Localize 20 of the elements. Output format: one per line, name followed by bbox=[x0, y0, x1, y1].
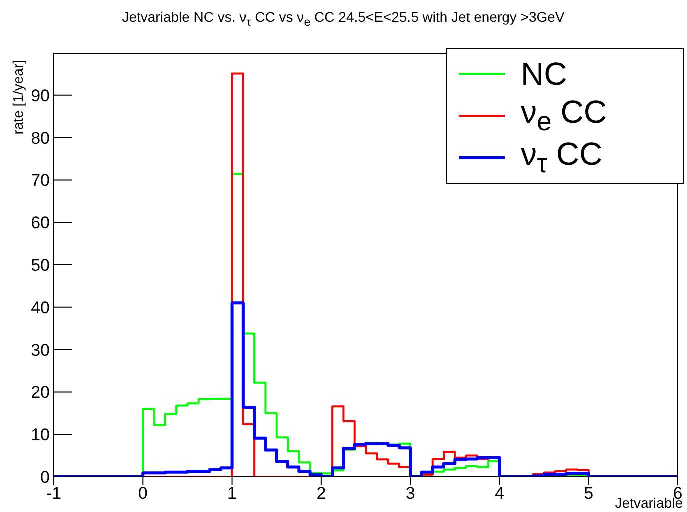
x-tick-label: 5 bbox=[584, 484, 594, 504]
x-tick-label: 2 bbox=[316, 484, 326, 504]
y-tick-label: 40 bbox=[31, 298, 50, 318]
legend-label: ν$_{τ}$ CC bbox=[521, 136, 603, 180]
legend-label: NC bbox=[521, 56, 568, 92]
y-tick-label: 80 bbox=[31, 128, 50, 148]
y-tick-label: 20 bbox=[31, 383, 50, 402]
x-tick-label: 1 bbox=[228, 484, 238, 504]
chart-title: Jetvariable NC vs. ν$_{τ}$ CC vs ν$_{e}$ CC 24.5<E<25.5 with Jet energy >3GeV bbox=[121, 9, 566, 29]
y-tick-label: 50 bbox=[31, 256, 50, 276]
y-tick-label: 10 bbox=[31, 426, 50, 445]
x-tick-label: 3 bbox=[406, 484, 416, 504]
legend-label: ν$_{e}$ CC bbox=[521, 94, 607, 138]
y-tick-label: 30 bbox=[31, 340, 50, 360]
y-tick-label: 60 bbox=[31, 214, 50, 233]
x-tick-label: 4 bbox=[494, 484, 504, 504]
x-tick-label: 0 bbox=[138, 484, 148, 504]
y-tick-label: 70 bbox=[31, 171, 50, 190]
y-tick-label: 90 bbox=[31, 86, 50, 106]
y-axis-title: rate [1/year] bbox=[10, 60, 26, 135]
